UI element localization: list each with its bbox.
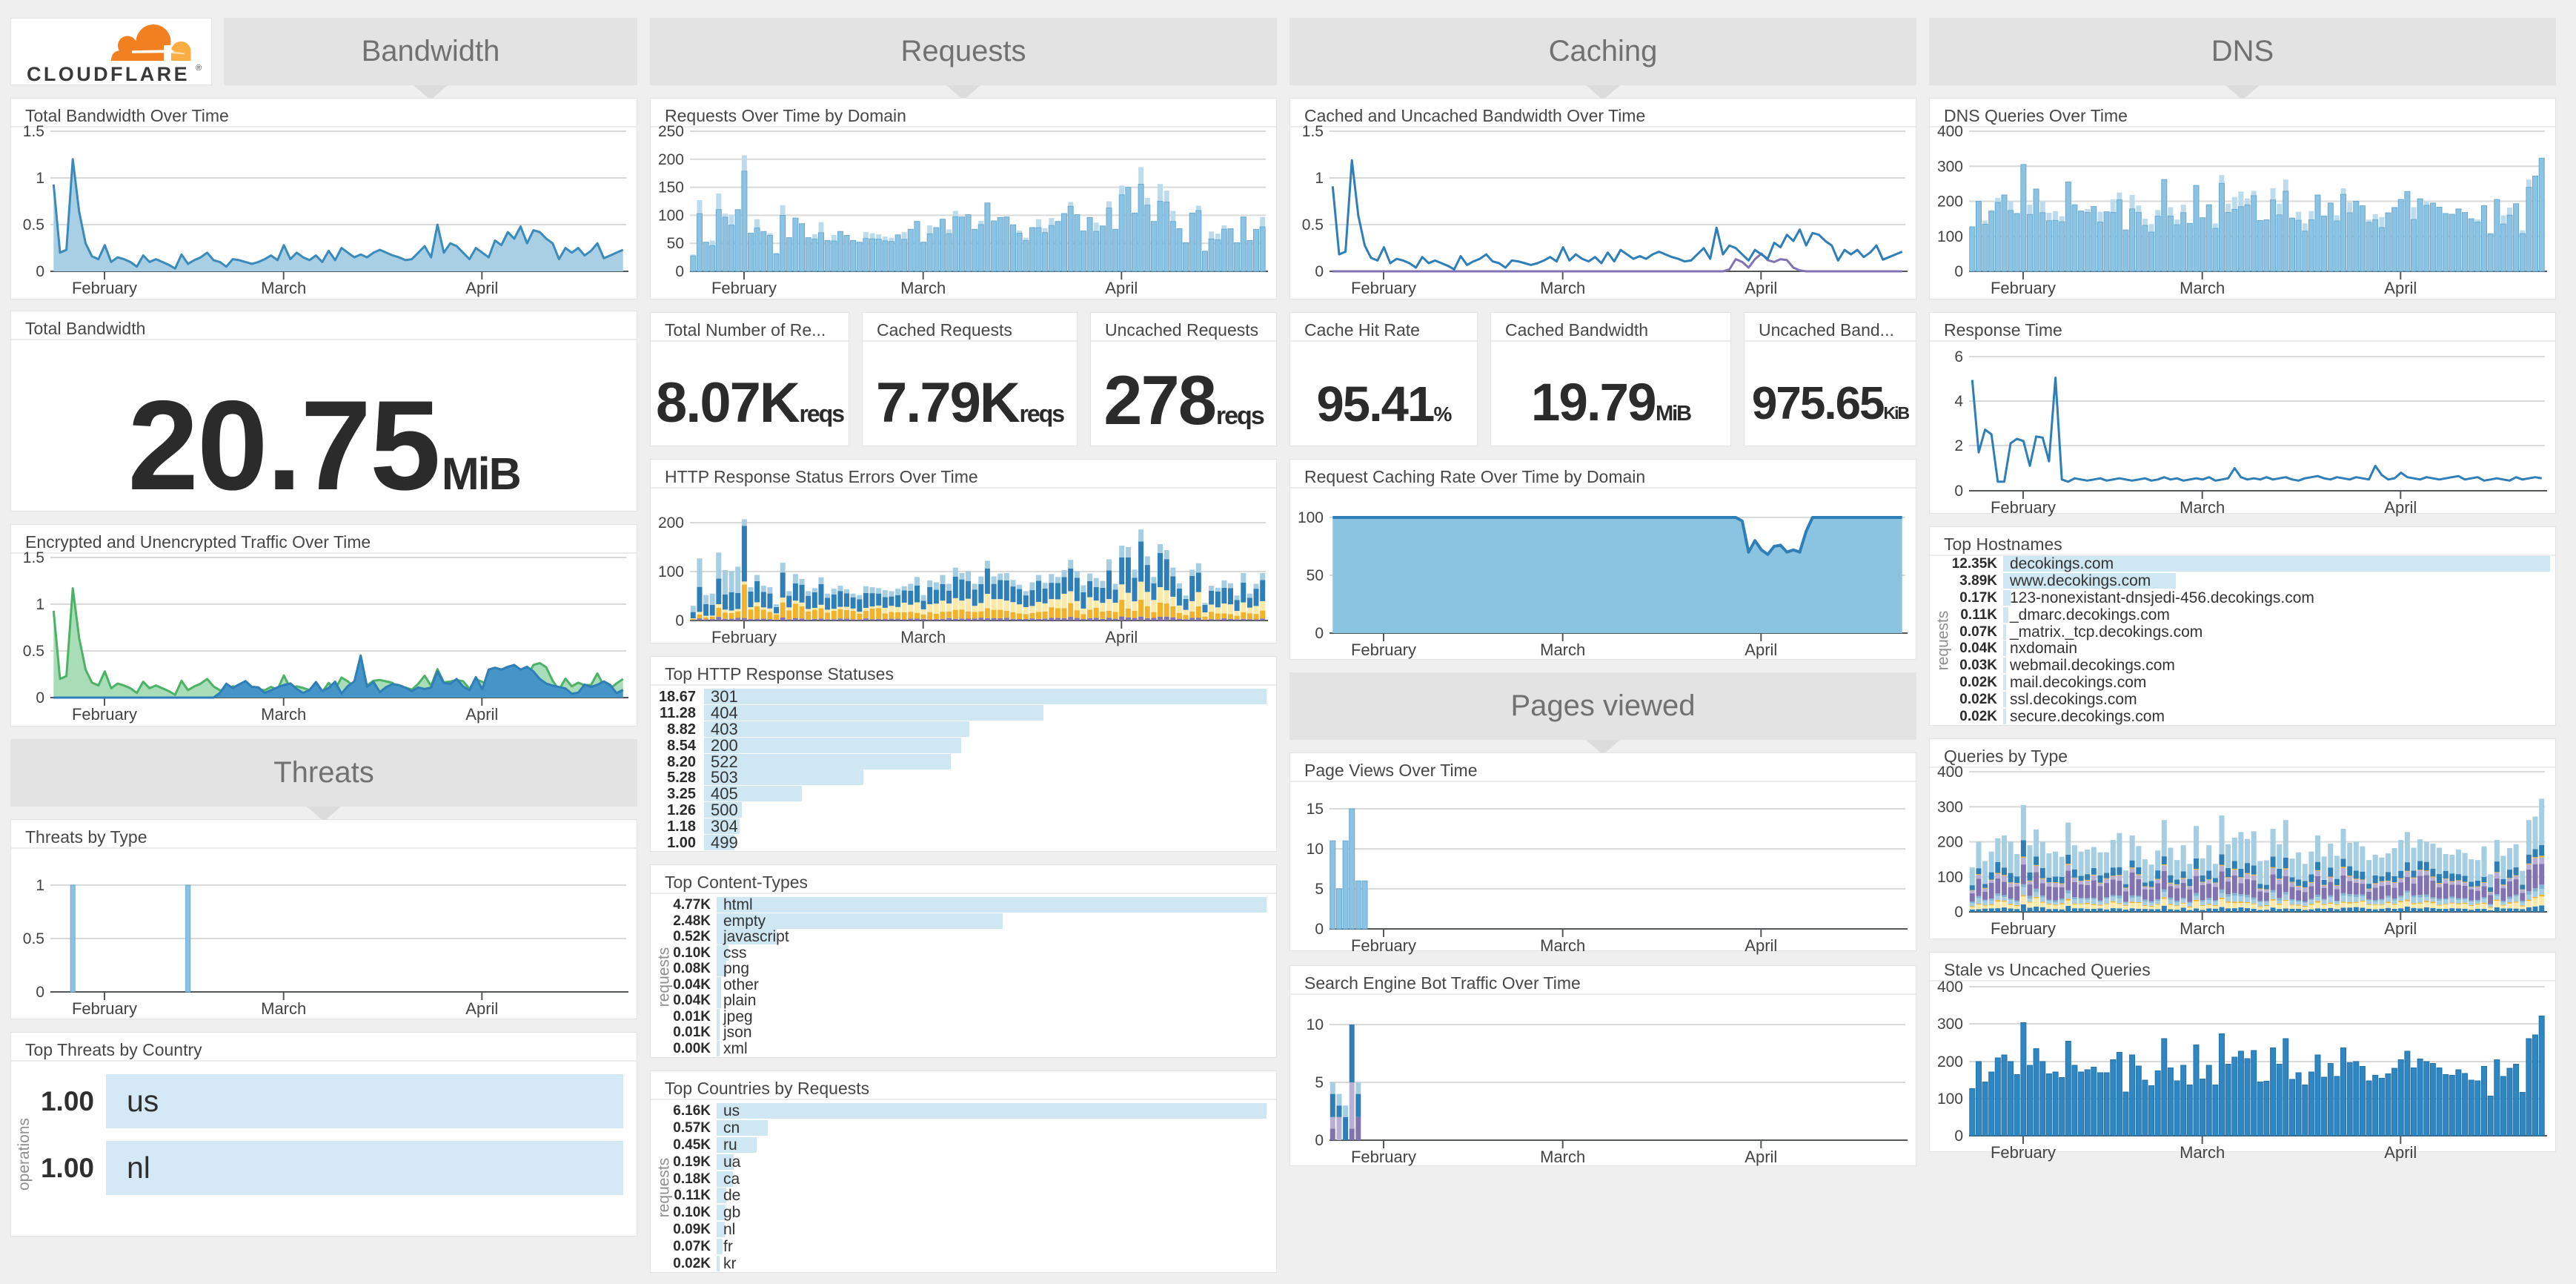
svg-text:6: 6 [1954,348,1963,365]
svg-text:March: March [1540,641,1585,659]
svg-text:200: 200 [1937,834,1963,851]
svg-text:February: February [1991,279,2056,297]
svg-text:0: 0 [1315,263,1324,280]
svg-text:0: 0 [1954,483,1963,500]
svg-text:0: 0 [36,263,44,280]
svg-text:April: April [1745,936,1777,955]
svg-text:200: 200 [658,514,684,532]
svg-text:100: 100 [658,563,684,580]
svg-text:150: 150 [658,179,684,196]
svg-text:February: February [1351,641,1416,659]
svg-text:February: February [72,999,137,1018]
svg-text:April: April [465,705,498,724]
svg-text:March: March [1540,936,1585,955]
svg-text:400: 400 [1937,123,1963,140]
svg-text:March: March [1540,279,1585,297]
svg-text:50: 50 [1307,567,1324,584]
svg-text:0.5: 0.5 [23,930,44,947]
svg-text:February: February [1991,919,2056,938]
svg-text:400: 400 [1937,764,1963,781]
svg-text:March: March [2180,1143,2225,1162]
svg-text:March: March [261,705,306,724]
svg-text:March: March [261,999,306,1018]
svg-text:10: 10 [1307,841,1324,858]
svg-text:2: 2 [1954,437,1963,454]
svg-text:0: 0 [36,689,44,706]
svg-text:February: February [72,705,137,724]
svg-text:February: February [72,279,137,297]
svg-text:1.5: 1.5 [23,549,44,566]
svg-text:0.5: 0.5 [1302,216,1324,234]
svg-text:April: April [2384,279,2417,297]
svg-text:0.5: 0.5 [23,643,44,660]
svg-text:1.5: 1.5 [1302,123,1324,140]
svg-text:April: April [1745,1148,1777,1166]
svg-text:0: 0 [675,612,684,629]
svg-text:February: February [1351,936,1416,955]
svg-text:April: April [1745,279,1777,297]
svg-text:50: 50 [667,235,684,252]
svg-text:1.5: 1.5 [23,123,44,140]
svg-text:April: April [1745,641,1777,659]
svg-text:0.5: 0.5 [23,216,44,234]
svg-text:0: 0 [1954,904,1963,921]
svg-text:200: 200 [1937,1053,1963,1070]
svg-text:300: 300 [1937,1016,1963,1033]
svg-text:1: 1 [36,170,44,187]
svg-text:0: 0 [1315,625,1324,642]
svg-text:February: February [1351,279,1416,297]
svg-text:1: 1 [36,596,44,613]
svg-text:March: March [2180,919,2225,938]
svg-text:0: 0 [1954,263,1963,280]
svg-text:April: April [2384,919,2417,938]
svg-text:March: March [1540,1148,1585,1166]
svg-text:1: 1 [36,877,44,894]
svg-text:April: April [2384,1143,2417,1162]
svg-text:10: 10 [1307,1016,1324,1033]
svg-text:April: April [2384,498,2417,517]
svg-text:®: ® [196,64,202,73]
svg-text:0: 0 [1315,921,1324,938]
svg-text:4: 4 [1954,393,1963,410]
svg-text:300: 300 [1937,798,1963,815]
svg-text:300: 300 [1937,158,1963,175]
svg-text:200: 200 [1937,193,1963,211]
svg-text:CLOUDFLARE: CLOUDFLARE [27,63,190,85]
svg-text:0: 0 [1954,1128,1963,1145]
svg-text:100: 100 [1298,509,1324,526]
svg-text:100: 100 [658,207,684,224]
svg-text:0: 0 [675,263,684,280]
svg-text:5: 5 [1315,1074,1324,1091]
svg-text:March: March [900,628,946,646]
svg-text:400: 400 [1937,979,1963,996]
svg-text:April: April [1105,279,1138,297]
svg-text:100: 100 [1937,1091,1963,1108]
svg-text:February: February [711,279,777,297]
svg-text:April: April [465,999,498,1018]
svg-text:February: February [711,628,777,646]
svg-text:0: 0 [36,984,44,1001]
svg-text:0: 0 [1315,1132,1324,1149]
svg-text:200: 200 [658,151,684,168]
svg-text:March: March [2180,279,2225,297]
svg-text:March: March [2180,498,2225,517]
svg-text:April: April [465,279,498,297]
svg-text:100: 100 [1937,869,1963,886]
svg-text:February: February [1991,498,2056,517]
svg-text:February: February [1991,1143,2056,1162]
svg-text:March: March [900,279,946,297]
svg-text:February: February [1351,1148,1416,1166]
svg-text:15: 15 [1307,801,1324,818]
svg-text:100: 100 [1937,228,1963,245]
svg-text:March: March [261,279,306,297]
svg-text:April: April [1105,628,1138,646]
svg-text:1: 1 [1315,170,1324,187]
svg-text:5: 5 [1315,881,1324,898]
svg-text:250: 250 [658,123,684,140]
